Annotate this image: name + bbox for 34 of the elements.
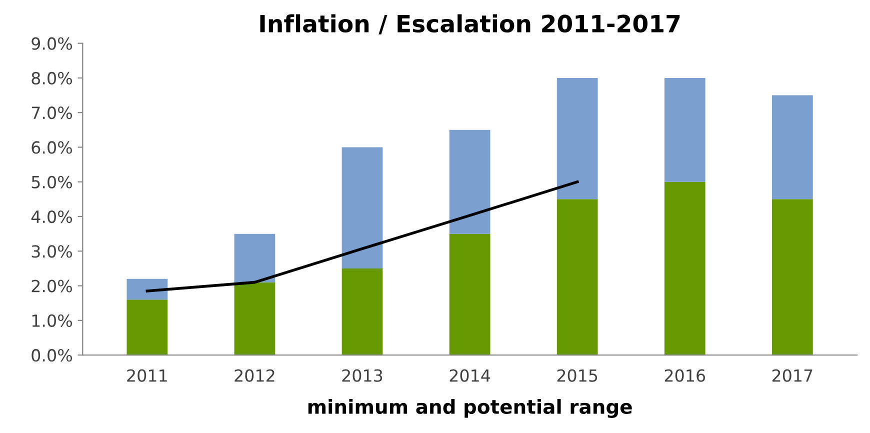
x-tick-label: 2017: [772, 369, 812, 382]
bar: [342, 147, 383, 268]
y-tick-label: 3.0%: [32, 245, 72, 258]
bar: [772, 199, 813, 356]
bar: [449, 234, 490, 356]
bar: [664, 182, 706, 356]
y-tick-label: 4.0%: [31, 210, 72, 224]
bar: [556, 78, 598, 200]
bar: [556, 199, 598, 356]
bar: [234, 282, 276, 356]
bar: [664, 78, 706, 182]
bar: [772, 95, 813, 200]
bar: [126, 278, 168, 300]
bar: [234, 234, 276, 282]
y-tick-label: 5.0%: [32, 176, 72, 188]
y-tick-label: 6.0%: [32, 141, 72, 154]
bar: [449, 130, 490, 234]
x-tick-label: 2016: [664, 369, 706, 382]
x-tick-label: 2011: [127, 369, 167, 382]
x-axis-title: minimum and potential range: [308, 398, 632, 418]
x-tick-label: 2015: [557, 369, 598, 382]
y-tick-label: 9.0%: [32, 37, 72, 50]
y-tick-label: 8.0%: [32, 72, 72, 85]
bar: [126, 300, 168, 356]
x-tick-label: 2013: [342, 369, 382, 382]
y-tick-label: 0.0%: [32, 349, 72, 362]
bar: [342, 268, 383, 356]
x-tick-label: 2012: [234, 369, 274, 382]
x-tick-label: 2014: [450, 369, 490, 382]
y-tick-label: 7.0%: [32, 106, 72, 120]
y-tick-label: 2.0%: [32, 280, 72, 292]
y-tick-label: 1.0%: [32, 314, 72, 327]
line-series: [146, 180, 579, 292]
chart-title: Inflation / Escalation 2011-2017: [260, 14, 680, 34]
